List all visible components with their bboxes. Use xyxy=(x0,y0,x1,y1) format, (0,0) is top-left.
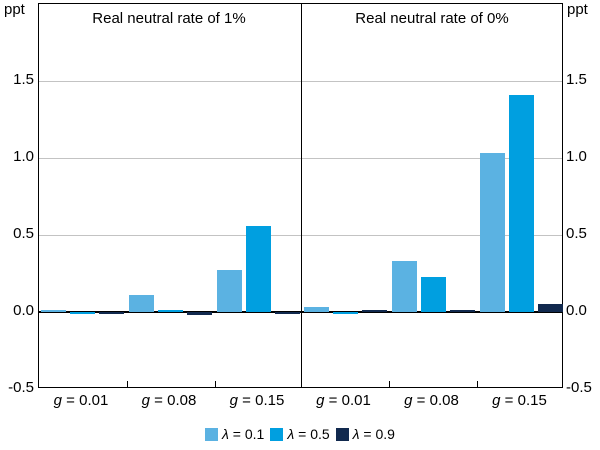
bar-panel1-group2-series3 xyxy=(187,312,212,316)
x-label-symbol: g xyxy=(316,392,325,409)
x-label-panel1-g = 0.15: g = 0.15 xyxy=(212,392,302,410)
x-label-value: = 0.08 xyxy=(412,392,459,409)
y-tick-label-left-0.0: 0.0 xyxy=(13,302,34,319)
y-tick-label-right-1.0: 1.0 xyxy=(566,148,587,165)
x-label-panel1-g = 0.08: g = 0.08 xyxy=(124,392,214,410)
bar-panel2-group2-series1 xyxy=(391,261,417,312)
x-label-symbol: g xyxy=(404,392,413,409)
x-axis-group-tick xyxy=(214,381,216,387)
bar-panel1-group3-series1 xyxy=(217,270,242,312)
x-label-symbol: g xyxy=(141,392,151,409)
bar-panel1-group1-series3 xyxy=(99,312,124,314)
bar-panel2-group1-series2 xyxy=(332,312,358,314)
plot-area xyxy=(38,3,563,388)
bar-panel1-group1-series1 xyxy=(41,310,66,312)
bar-panel1-group2-series2 xyxy=(158,310,183,312)
x-label-panel2-g = 0.08: g = 0.08 xyxy=(387,392,477,410)
bar-panel1-group2-series1 xyxy=(129,295,154,312)
legend-swatch-icon xyxy=(335,427,349,441)
x-label-value: = 0.08 xyxy=(150,392,197,409)
legend-value: = 0.1 xyxy=(228,426,265,442)
bar-panel1-group1-series2 xyxy=(70,312,95,314)
legend-value: = 0.9 xyxy=(359,426,395,442)
bar-panel2-group3-series1 xyxy=(479,153,505,312)
y-axis-unit-right: ppt xyxy=(567,1,588,18)
legend-swatch-icon xyxy=(205,427,219,441)
legend-value: = 0.5 xyxy=(294,426,330,442)
x-label-value: = 0.15 xyxy=(500,392,547,409)
panel-divider xyxy=(301,4,302,387)
y-axis-unit-left: ppt xyxy=(4,1,25,18)
panel-title-right: Real neutral rate of 0% xyxy=(355,10,509,27)
zero-line xyxy=(39,311,562,313)
x-label-value: = 0.01 xyxy=(324,392,371,409)
legend-label: λ = 0.5 xyxy=(287,426,329,442)
x-axis-group-tick xyxy=(389,381,390,387)
bar-panel1-group3-series2 xyxy=(246,225,271,312)
y-tick-label-right-0.0: 0.0 xyxy=(566,302,587,319)
bar-panel2-group2-series3 xyxy=(449,310,475,312)
gridline-1.5 xyxy=(39,80,562,82)
legend-item-λ = 0.9: λ = 0.9 xyxy=(335,426,395,442)
legend-symbol: λ xyxy=(222,426,229,442)
legend-symbol: λ xyxy=(352,426,360,442)
bar-panel2-group1-series3 xyxy=(361,310,387,312)
x-axis-group-tick xyxy=(477,381,478,387)
legend-item-λ = 0.1: λ = 0.1 xyxy=(205,426,264,442)
x-label-panel1-g = 0.01: g = 0.01 xyxy=(36,392,126,410)
bar-panel2-group3-series2 xyxy=(508,94,534,312)
legend-label: λ = 0.1 xyxy=(222,426,264,442)
legend-swatch-icon xyxy=(270,427,284,441)
y-tick-label-right--0.5: -0.5 xyxy=(566,379,592,396)
bar-panel2-group2-series2 xyxy=(420,276,446,312)
x-label-symbol: g xyxy=(229,392,239,409)
x-axis-group-tick xyxy=(126,381,128,387)
x-label-panel2-g = 0.15: g = 0.15 xyxy=(475,392,565,410)
y-tick-label-right-0.5: 0.5 xyxy=(566,225,587,242)
y-tick-label-right-1.5: 1.5 xyxy=(566,71,587,88)
y-tick-label-left--0.5: -0.5 xyxy=(8,379,34,396)
x-label-value: = 0.15 xyxy=(238,392,285,409)
x-label-panel2-g = 0.01: g = 0.01 xyxy=(299,392,389,410)
gridline-1 xyxy=(39,157,562,159)
x-label-symbol: g xyxy=(53,392,63,409)
x-label-value: = 0.01 xyxy=(62,392,109,409)
panel-title-left: Real neutral rate of 1% xyxy=(92,10,246,27)
legend-symbol: λ xyxy=(287,426,295,442)
y-tick-label-left-0.5: 0.5 xyxy=(13,225,34,242)
legend-label: λ = 0.9 xyxy=(353,426,395,442)
bar-panel2-group3-series3 xyxy=(537,304,563,312)
x-label-symbol: g xyxy=(492,392,501,409)
legend: λ = 0.1 λ = 0.5 λ = 0.9 xyxy=(0,426,600,442)
bar-panel1-group3-series3 xyxy=(275,312,300,314)
bar-panel2-group1-series1 xyxy=(303,307,329,312)
legend-item-λ = 0.5: λ = 0.5 xyxy=(270,426,330,442)
y-tick-label-left-1.0: 1.0 xyxy=(13,148,34,165)
gridline-0.5 xyxy=(39,234,562,236)
y-tick-label-left-1.5: 1.5 xyxy=(13,71,34,88)
